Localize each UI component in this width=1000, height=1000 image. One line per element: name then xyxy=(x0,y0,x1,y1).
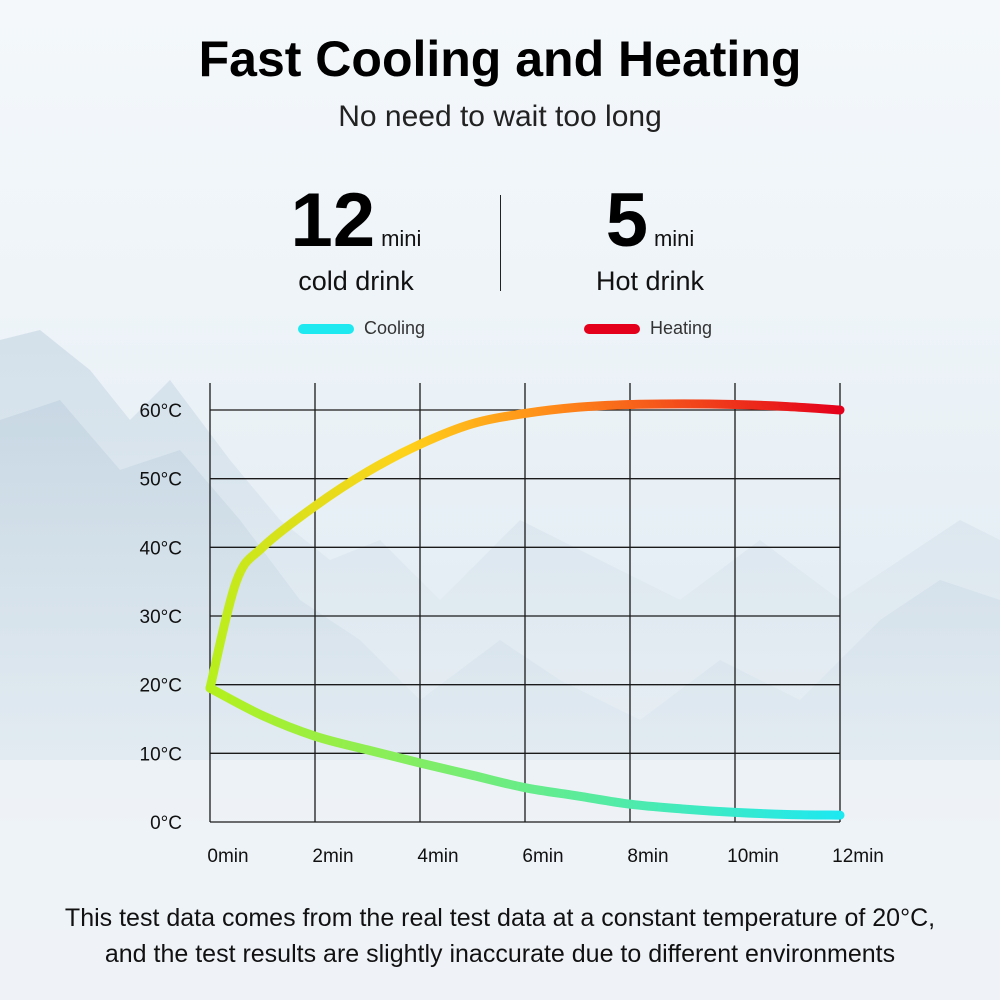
x-tick-label: 2min xyxy=(312,846,353,867)
legend-swatch-heating xyxy=(584,323,640,334)
y-tick-label: 20°C xyxy=(140,676,182,697)
legend-item-cooling: Cooling xyxy=(298,318,425,339)
y-tick-label: 30°C xyxy=(140,607,182,628)
legend-swatch-cooling xyxy=(298,323,354,334)
chart-series xyxy=(205,399,845,820)
stat-cold-drink: 12 mini cold drink xyxy=(206,178,506,297)
x-tick-label: 12min xyxy=(832,846,884,867)
y-tick-label: 60°C xyxy=(140,401,182,422)
page-subtitle: No need to wait too long xyxy=(338,100,662,133)
stat-cold-unit: mini xyxy=(381,226,422,251)
x-tick-label: 4min xyxy=(417,846,458,867)
chart-grid xyxy=(209,383,841,823)
stat-cold-label: cold drink xyxy=(298,266,414,296)
x-tick-label: 0min xyxy=(207,846,248,867)
footnote-line-2: and the test results are slightly inaccu… xyxy=(104,940,896,968)
footnote: This test data comes from the real test … xyxy=(0,900,1000,972)
x-tick-label: 6min xyxy=(522,846,563,867)
stat-hot-value: 5 xyxy=(605,178,648,263)
stat-cold-value: 12 xyxy=(290,178,376,263)
y-tick-label: 10°C xyxy=(140,744,182,765)
legend-label-cooling: Cooling xyxy=(364,318,426,338)
x-tick-label: 10min xyxy=(727,846,779,867)
y-tick-label: 50°C xyxy=(140,470,182,491)
y-tick-label: 40°C xyxy=(140,538,182,559)
series-line-cooling xyxy=(205,683,845,820)
chart-tick-labels: 0min 2min 4min 6min 8min 10min 12min 0°C 10°C 20°… xyxy=(140,401,884,867)
stat-hot-unit: mini xyxy=(653,226,695,251)
page-title: Fast Cooling and Heating xyxy=(198,31,802,87)
series-line-heating xyxy=(205,399,845,693)
x-tick-label: 8min xyxy=(627,846,668,867)
legend-label-heating: Heating xyxy=(650,318,713,338)
legend-item-heating: Heating xyxy=(584,318,712,339)
stat-hot-drink: 5 mini Hot drink xyxy=(500,178,800,297)
stat-divider xyxy=(500,195,501,291)
footnote-line-1: This test data comes from the real test … xyxy=(64,904,936,932)
stat-hot-label: Hot drink xyxy=(595,266,705,296)
y-tick-label: 0°C xyxy=(150,813,182,834)
